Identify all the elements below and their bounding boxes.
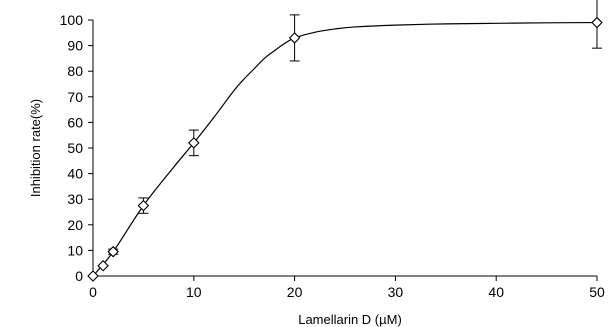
y-tick-label: 90	[67, 38, 83, 54]
data-point	[137, 199, 150, 212]
y-tick-label: 80	[67, 63, 83, 79]
y-tick-label: 100	[60, 12, 84, 28]
y-tick-label: 60	[67, 114, 83, 130]
y-tick-label: 30	[67, 191, 83, 207]
x-tick-label: 20	[287, 284, 303, 300]
y-tick-label: 10	[67, 242, 83, 258]
x-axis-label: Lamellarin D (µM)	[298, 312, 402, 327]
x-tick-label: 0	[89, 284, 97, 300]
x-tick-label: 40	[488, 284, 504, 300]
x-tick-label: 10	[186, 284, 202, 300]
y-tick-label: 50	[67, 140, 83, 156]
data-point	[591, 16, 603, 29]
x-tick-label: 30	[388, 284, 404, 300]
y-tick-label: 40	[67, 166, 83, 182]
data-points	[87, 16, 603, 282]
y-tick-label: 20	[67, 217, 83, 233]
data-point	[188, 137, 200, 149]
error-bars	[108, 0, 602, 255]
fit-curve	[92, 21, 598, 277]
y-tick-label: 70	[67, 89, 83, 105]
fit-curve-path	[92, 21, 598, 277]
y-axis-label: Inhibition rate(%)	[28, 99, 43, 197]
y-ticks: 0 10 20 30 40 50 60 70 80 90 100	[60, 12, 93, 284]
data-point	[87, 270, 99, 282]
x-ticks: 0 10 20 30 40 50	[89, 276, 605, 300]
y-tick-label: 0	[75, 268, 83, 284]
data-point	[107, 245, 119, 258]
data-point	[288, 32, 301, 44]
axes	[92, 20, 597, 277]
data-point	[97, 259, 109, 272]
x-tick-label: 50	[589, 284, 605, 300]
